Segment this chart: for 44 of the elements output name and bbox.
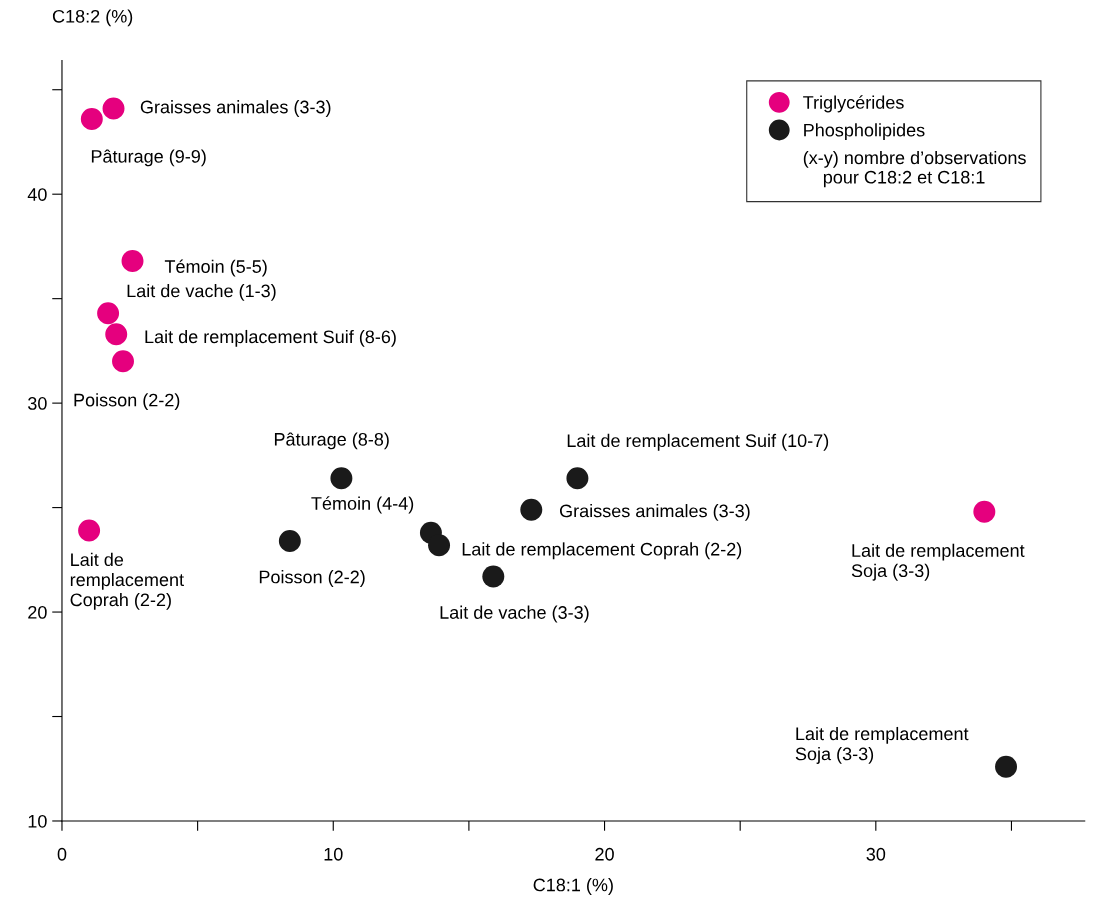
annotation: Témoin (5-5) <box>164 259 267 277</box>
annotation: Lait de vache (1-3) <box>127 284 276 301</box>
x-tick-label: 10 <box>324 847 343 861</box>
point <box>278 530 301 552</box>
annotation: Lait de remplacement Coprah (2-2) <box>462 542 742 560</box>
annotation: Lait de remplacement Soja (3-3) <box>851 543 1025 581</box>
point <box>121 250 144 273</box>
annotation: Pâturage (9-9) <box>91 149 206 167</box>
point <box>330 467 353 490</box>
annotation: Poisson (2-2) <box>259 570 365 587</box>
annotation: Graisses animales (3-3) <box>559 504 750 521</box>
point <box>566 467 589 490</box>
y-axis-title: C18:2 (%) <box>52 9 133 27</box>
point <box>112 350 134 373</box>
x-tick-label: 30 <box>866 847 886 861</box>
x-tick-label: 20 <box>595 847 614 861</box>
x-tick-label: 0 <box>57 847 67 861</box>
legend-label: Phospholipides <box>804 123 925 141</box>
x-axis-title: C18:1 (%) <box>533 878 613 895</box>
annotation: Lait de remplacement Coprah (2-2) <box>70 552 184 610</box>
point <box>78 519 101 542</box>
annotation: Lait de vache (3-3) <box>440 605 589 623</box>
y-tick-label: 20 <box>28 605 47 619</box>
point <box>520 498 543 521</box>
annotation: Lait de remplacement Suif (8-6) <box>145 329 396 347</box>
annotation: Lait de remplacement Suif (10-7) <box>567 433 829 451</box>
point <box>482 565 505 588</box>
y-tick-label: 10 <box>28 814 47 828</box>
y-tick-label: 30 <box>28 397 47 410</box>
point <box>80 108 103 130</box>
point <box>97 302 120 325</box>
point <box>995 755 1018 778</box>
point <box>105 323 128 346</box>
y-tick-label: 40 <box>27 188 47 201</box>
point <box>102 97 125 120</box>
point <box>973 500 996 523</box>
annotation: Poisson (2-2) <box>74 393 180 411</box>
annotation: Pâturage (8-8) <box>274 432 389 450</box>
point <box>428 534 451 557</box>
annotation: (x-y) nombre d’observations pour C18:2 et C18:1 <box>803 150 1026 188</box>
annotation: Témoin (4-4) <box>311 496 414 514</box>
annotation: Graisses animales (3-3) <box>140 100 331 117</box>
legend-label: Triglycérides <box>803 95 904 113</box>
annotation: Lait de remplacement Soja (3-3) <box>795 726 969 764</box>
